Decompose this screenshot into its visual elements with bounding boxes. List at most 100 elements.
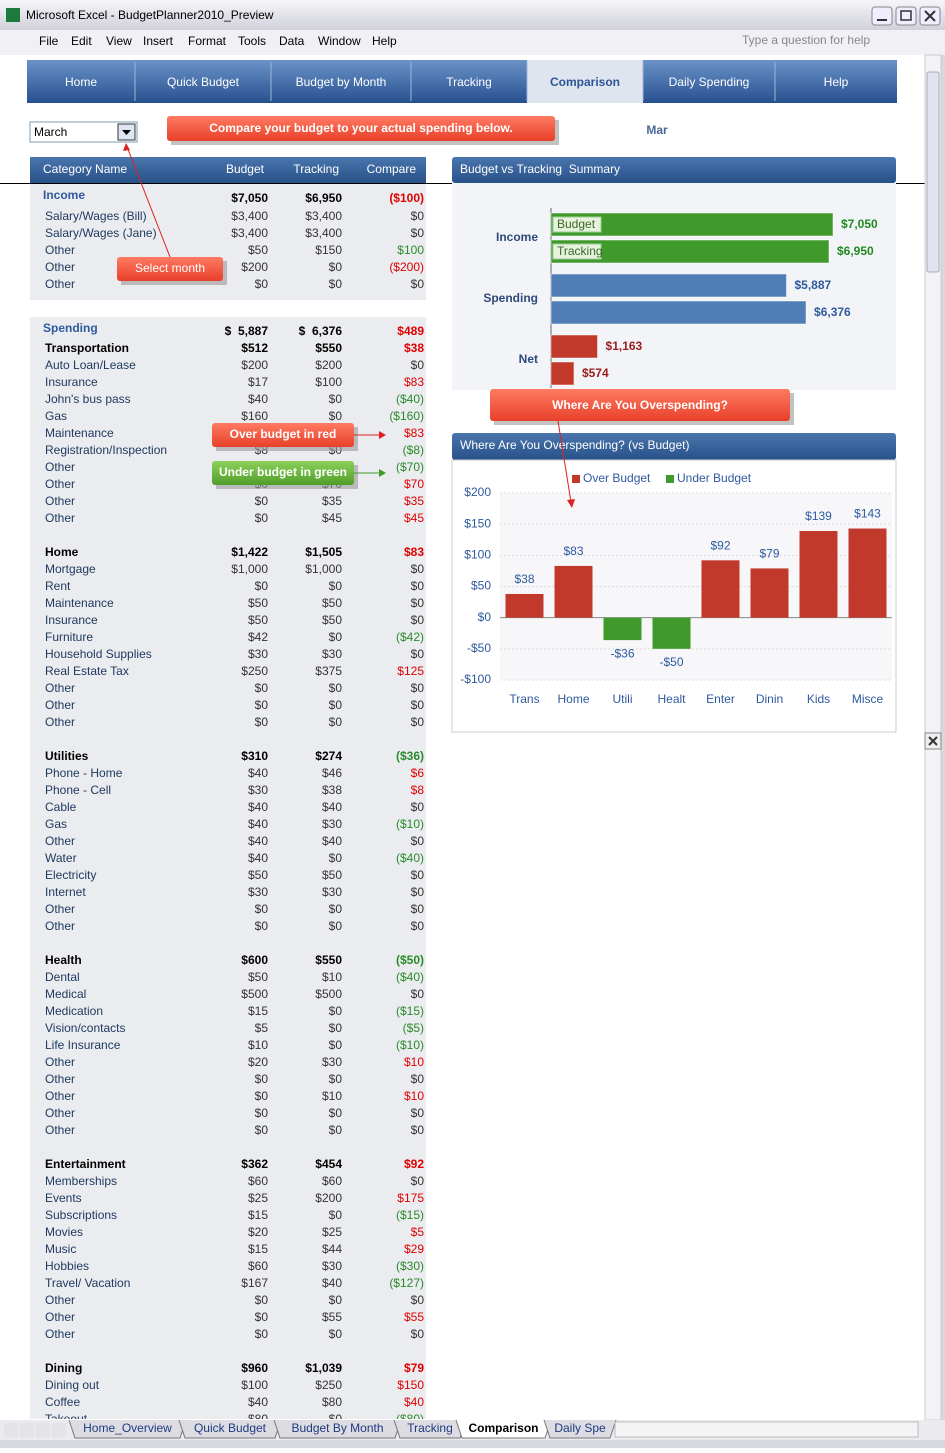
tracking-cell: $50: [322, 613, 342, 627]
category-name: Other: [45, 1327, 75, 1341]
tab-scroll-button[interactable]: [4, 1423, 18, 1437]
sheet-tab-label[interactable]: Budget By Month: [291, 1421, 383, 1435]
compare-cell: $70: [404, 477, 424, 491]
help-box[interactable]: Type a question for help: [742, 33, 870, 47]
nav-tab[interactable]: Daily Spending: [669, 75, 750, 89]
tracking-cell: $40: [322, 800, 342, 814]
tracking-cell: $0: [329, 409, 343, 423]
legend-label: Under Budget: [677, 471, 752, 485]
menu-item[interactable]: Format: [188, 34, 227, 48]
horizontal-scrollbar[interactable]: [614, 1421, 919, 1438]
budget-cell: $0: [255, 1106, 269, 1120]
y-tick-label: $100: [464, 548, 491, 562]
maximize[interactable]: [895, 6, 917, 26]
compare-cell: $83: [404, 426, 424, 440]
budget-cell: $20: [248, 1225, 268, 1239]
budget-cell: $50: [248, 613, 268, 627]
x-tick-label: Utili: [613, 692, 633, 706]
minimize[interactable]: [871, 6, 893, 26]
tracking-cell: $38: [322, 783, 342, 797]
menu-item[interactable]: Insert: [143, 34, 174, 48]
menu-item[interactable]: Data: [279, 34, 305, 48]
category-name: Other: [45, 1055, 75, 1069]
tracking-cell: $0: [329, 919, 343, 933]
compare-cell: $125: [397, 664, 424, 678]
compare-cell: $0: [411, 834, 425, 848]
tracking-cell: $0: [329, 681, 343, 695]
nav-tab[interactable]: Tracking: [446, 75, 492, 89]
compare-cell: $79: [404, 1361, 424, 1375]
budget-cell: $3,400: [231, 226, 268, 240]
tab-scroll-button[interactable]: [20, 1423, 34, 1437]
budget-cell: $30: [248, 783, 268, 797]
compare-cell: $38: [404, 341, 424, 355]
menu-item[interactable]: File: [39, 34, 59, 48]
category-name: Coffee: [45, 1395, 80, 1409]
category-name: Life Insurance: [45, 1038, 121, 1052]
category-name: Medication: [45, 1004, 103, 1018]
budget-cell: $30: [248, 885, 268, 899]
menu-item[interactable]: Tools: [238, 34, 266, 48]
compare-cell: $0: [411, 1293, 425, 1307]
tab-scroll-button[interactable]: [52, 1423, 66, 1437]
sheet-tab-label[interactable]: Quick Budget: [194, 1421, 267, 1435]
tracking-cell: $0: [329, 392, 343, 406]
budget-cell: $5: [255, 1021, 269, 1035]
month-dropdown[interactable]: [29, 121, 138, 143]
window-buttons[interactable]: [871, 6, 941, 26]
tracking-cell: $0: [329, 902, 343, 916]
compare-cell: ($36): [396, 749, 424, 763]
section-title: Income: [43, 188, 85, 202]
nav-tab[interactable]: Home: [65, 75, 97, 89]
series-tag: [552, 216, 602, 233]
compare-cell: ($70): [396, 460, 424, 474]
callout-box: [212, 461, 354, 485]
tracking-cell: $0: [329, 1412, 343, 1426]
tracking-cell: $50: [322, 868, 342, 882]
nav-tab[interactable]: Help: [824, 75, 849, 89]
menu-item[interactable]: Window: [318, 34, 361, 48]
sheet-tab-label[interactable]: Tracking: [407, 1421, 453, 1435]
menu-item[interactable]: Edit: [71, 34, 92, 48]
scroll-thumb[interactable]: [926, 71, 940, 273]
y-tick-label: $50: [471, 579, 491, 593]
sheet-tab-label[interactable]: Comparison: [468, 1421, 538, 1435]
tracking-cell: $0: [329, 579, 343, 593]
budget-cell: $250: [241, 664, 268, 678]
tracking-cell: $10: [322, 970, 342, 984]
tab-scroll-button[interactable]: [36, 1423, 50, 1437]
month-select[interactable]: March: [34, 125, 67, 139]
x-tick-label: Healt: [657, 692, 686, 706]
nav-tab[interactable]: Budget by Month: [296, 75, 387, 89]
nav-tab[interactable]: Quick Budget: [167, 75, 240, 89]
sheet-tab-label[interactable]: Home_Overview: [83, 1421, 172, 1435]
budget-cell: $0: [255, 902, 269, 916]
bar: [652, 617, 691, 649]
menu-item[interactable]: Help: [372, 34, 397, 48]
nav-tab[interactable]: Comparison: [550, 75, 620, 89]
bar: [554, 565, 593, 618]
tracking-cell: $550: [315, 341, 342, 355]
compare-cell: $0: [411, 613, 425, 627]
title-bar: [0, 0, 945, 30]
sheet-tab[interactable]: [543, 1419, 617, 1439]
budget-cell: $0: [255, 681, 269, 695]
menu-item[interactable]: View: [106, 34, 132, 48]
tracking-cell: $150: [315, 243, 342, 257]
sheet-tab-label[interactable]: Daily Spe: [554, 1421, 606, 1435]
legend-swatch: [572, 475, 580, 483]
bar: [505, 593, 544, 618]
category-name: Registration/Inspection: [45, 443, 167, 457]
value-label: $6,950: [837, 244, 874, 258]
callout-box: [212, 423, 354, 447]
compare-cell: ($127): [389, 1276, 424, 1290]
tracking-cell: $45: [322, 511, 342, 525]
category-name: Rent: [45, 579, 71, 593]
value-label: $139: [805, 509, 832, 523]
category-name: Other: [45, 460, 75, 474]
value-label: $5,887: [794, 278, 831, 292]
budget-cell: $7,050: [231, 191, 268, 205]
budget-cell: $1,000: [231, 562, 268, 576]
category-name: Takeout: [45, 1412, 88, 1426]
bar: [750, 568, 789, 618]
